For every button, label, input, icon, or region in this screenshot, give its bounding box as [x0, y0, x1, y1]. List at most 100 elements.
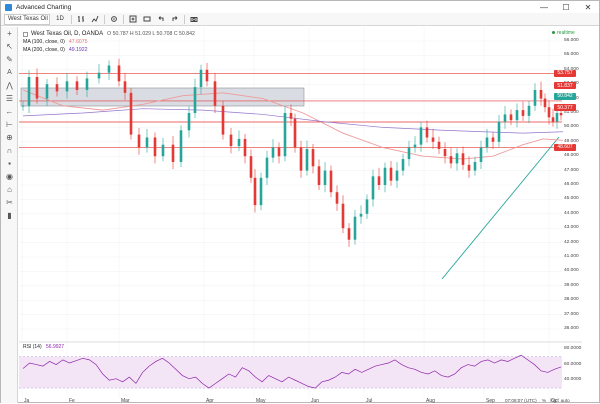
price-chart[interactable]	[19, 27, 582, 398]
candle-body[interactable]	[249, 156, 253, 178]
candle-body[interactable]	[123, 81, 127, 93]
candle-body[interactable]	[555, 113, 559, 122]
ma100-line[interactable]	[22, 89, 564, 160]
candle-body[interactable]	[515, 110, 519, 121]
undo-icon[interactable]	[155, 14, 166, 25]
candle-body[interactable]	[347, 228, 351, 240]
pattern-icon[interactable]: ⋀	[6, 81, 13, 90]
candle-body[interactable]	[341, 203, 345, 229]
candle-body[interactable]	[107, 65, 111, 73]
candle-body[interactable]	[395, 170, 399, 181]
tools-icon[interactable]: ✂	[6, 198, 13, 207]
candle-body[interactable]	[283, 113, 287, 157]
candle-body[interactable]	[117, 65, 121, 82]
candle-body[interactable]	[45, 84, 49, 99]
measure-icon[interactable]: ⊢	[6, 120, 13, 129]
candle-body[interactable]	[431, 137, 435, 142]
candle-body[interactable]	[171, 144, 175, 162]
fib-icon[interactable]: ☰	[5, 94, 14, 103]
candle-body[interactable]	[271, 147, 275, 158]
candle-body[interactable]	[129, 92, 133, 135]
arrow-icon[interactable]: ←	[5, 107, 14, 116]
candle-body[interactable]	[299, 147, 303, 171]
candle-body[interactable]	[503, 114, 507, 122]
settings-icon[interactable]	[108, 14, 119, 25]
trend-line[interactable]	[441, 136, 560, 280]
candle-body[interactable]	[437, 141, 441, 149]
pencil-icon[interactable]: ✎	[6, 55, 13, 64]
candle-body[interactable]	[237, 138, 241, 147]
candle-body[interactable]	[35, 77, 39, 99]
candle-body[interactable]	[97, 72, 101, 79]
candle-body[interactable]	[383, 167, 387, 185]
candle-body[interactable]	[443, 149, 447, 157]
candle-body[interactable]	[229, 134, 233, 147]
candle-body[interactable]	[389, 167, 393, 181]
candle-body[interactable]	[27, 77, 31, 106]
candle-body[interactable]	[473, 161, 477, 171]
candle-body[interactable]	[277, 147, 281, 157]
candle-body[interactable]	[335, 192, 339, 204]
candle-body[interactable]	[413, 144, 417, 148]
rsi-line[interactable]	[22, 354, 562, 389]
interval-button[interactable]: 1D	[56, 16, 64, 22]
candle-body[interactable]	[199, 69, 203, 88]
candle-body[interactable]	[193, 87, 197, 113]
candle-body[interactable]	[289, 113, 293, 119]
candle-body[interactable]	[543, 98, 547, 108]
candle-body[interactable]	[221, 105, 225, 135]
eye-icon[interactable]: ◉	[6, 172, 13, 181]
lock-icon[interactable]: ▪	[8, 159, 11, 168]
tag-icon[interactable]: ⌂	[7, 185, 12, 194]
candle-body[interactable]	[161, 144, 165, 157]
candle-body[interactable]	[377, 176, 381, 185]
candle-body[interactable]	[559, 113, 563, 116]
magnet-icon[interactable]: ∩	[6, 146, 13, 155]
candle-body[interactable]	[187, 113, 191, 131]
candle-body[interactable]	[509, 114, 513, 121]
text-icon[interactable]: A	[7, 69, 12, 76]
delete-icon[interactable]: ▮	[7, 211, 12, 220]
candle-body[interactable]	[419, 127, 423, 145]
candle-body[interactable]	[179, 130, 183, 162]
compare-icon[interactable]	[141, 14, 152, 25]
candle-body[interactable]	[323, 170, 327, 185]
candle-body[interactable]	[293, 118, 297, 148]
candle-body[interactable]	[491, 137, 495, 142]
minimize-button[interactable]: —	[540, 2, 548, 12]
close-button[interactable]: ✕	[584, 2, 592, 12]
candle-body[interactable]	[371, 176, 375, 200]
add-icon[interactable]	[127, 14, 138, 25]
indicators-icon[interactable]	[89, 14, 100, 25]
candle-body[interactable]	[205, 69, 209, 82]
candle-body[interactable]	[21, 105, 25, 107]
candle-body[interactable]	[527, 105, 531, 116]
candle-body[interactable]	[551, 117, 555, 122]
legend-toggle[interactable]	[23, 31, 28, 37]
candle-body[interactable]	[425, 127, 429, 138]
candle-body[interactable]	[305, 149, 309, 171]
candle-body[interactable]	[521, 110, 525, 116]
candle-body[interactable]	[265, 157, 269, 178]
ma200-line[interactable]	[22, 108, 564, 134]
candle-body[interactable]	[467, 164, 471, 171]
candle-body[interactable]	[65, 81, 69, 92]
candle-body[interactable]	[461, 153, 465, 165]
candle-body[interactable]	[85, 78, 89, 90]
candle-body[interactable]	[359, 213, 363, 217]
candle-body[interactable]	[365, 199, 369, 214]
candle-body[interactable]	[401, 159, 405, 171]
candle-body[interactable]	[455, 153, 459, 164]
candle-body[interactable]	[75, 81, 79, 90]
candle-body[interactable]	[145, 137, 149, 148]
candle-body[interactable]	[259, 177, 263, 206]
candle-body[interactable]	[243, 138, 247, 157]
candle-body[interactable]	[547, 107, 551, 118]
candle-body[interactable]	[539, 89, 543, 99]
candle-body[interactable]	[55, 84, 59, 92]
candle-body[interactable]	[407, 147, 411, 160]
candle-body[interactable]	[533, 89, 537, 106]
candle-body[interactable]	[329, 170, 333, 193]
candle-body[interactable]	[485, 137, 489, 148]
candle-body[interactable]	[253, 177, 257, 206]
